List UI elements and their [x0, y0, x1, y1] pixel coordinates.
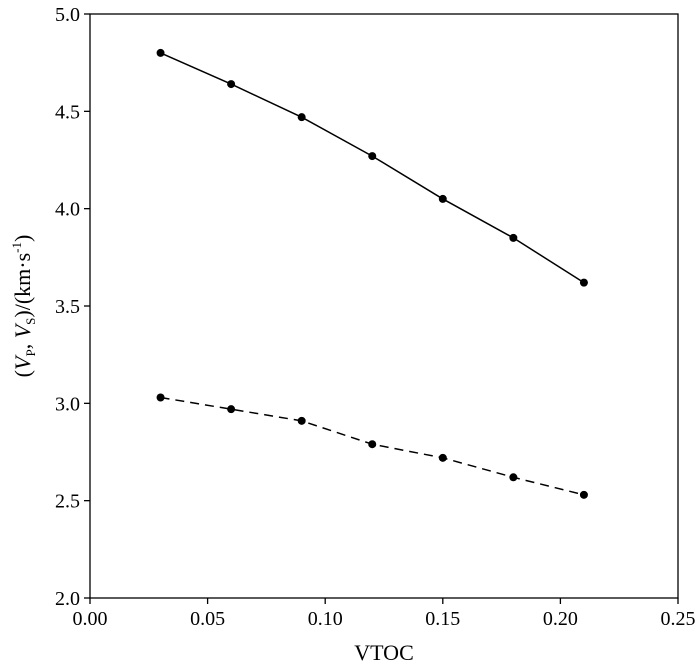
x-axis-label: VTOC [354, 640, 414, 665]
y-tick-label: 2.5 [55, 491, 80, 513]
y-axis: 2.0 2.5 3.0 3.5 4.0 4.5 5.0 [55, 4, 90, 610]
x-axis: 0.00 0.05 0.10 0.15 0.20 0.25 [73, 598, 696, 630]
x-tick-label: 0.00 [73, 608, 108, 630]
y-tick-label: 5.0 [55, 4, 80, 26]
y-axis-label: (VP, VS)/(km·s-1) [9, 235, 38, 378]
series-2-point [297, 416, 306, 425]
series-layer [156, 48, 588, 499]
y-tick-label: 3.5 [55, 296, 80, 318]
series-1-point [438, 194, 447, 203]
y-tick-label: 3.0 [55, 393, 80, 415]
series-1-point [227, 80, 236, 89]
series-2-point [368, 440, 377, 449]
y-tick-label: 4.0 [55, 199, 80, 221]
x-tick-label: 0.20 [543, 608, 578, 630]
series-2-point [579, 490, 588, 499]
series-2-point [227, 405, 236, 414]
x-tick-label: 0.15 [425, 608, 460, 630]
series-line-1 [160, 52, 585, 284]
x-tick-label: 0.10 [308, 608, 343, 630]
series-1-point [156, 48, 165, 57]
series-1-point [368, 152, 377, 161]
y-tick-label: 2.0 [55, 588, 80, 610]
x-tick-label: 0.05 [190, 608, 225, 630]
series-1-point [509, 233, 518, 242]
series-1-point [579, 278, 588, 287]
series-2-point [156, 393, 165, 402]
y-tick-label: 4.5 [55, 101, 80, 123]
series-1-point [297, 113, 306, 122]
x-tick-label: 0.25 [661, 608, 696, 630]
plot-frame [89, 13, 679, 599]
series-2-point [438, 453, 447, 462]
series-2-point [509, 473, 518, 482]
